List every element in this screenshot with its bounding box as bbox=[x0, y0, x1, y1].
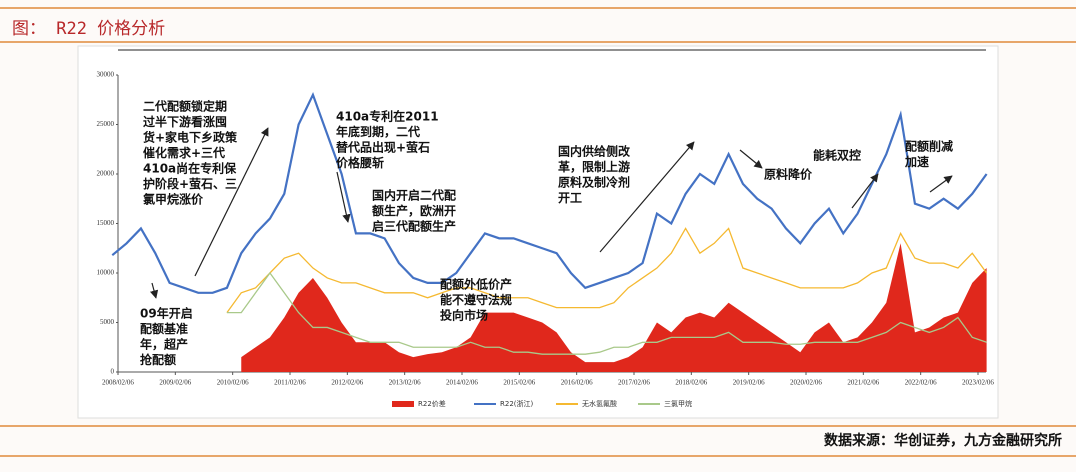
annotation: 原料及制冷剂 bbox=[558, 175, 630, 190]
y-tick-label: 25000 bbox=[97, 120, 115, 128]
x-tick-label: 2014/02/06 bbox=[446, 379, 478, 387]
x-tick-label: 2008/02/06 bbox=[102, 379, 134, 387]
x-tick-label: 2016/02/06 bbox=[561, 379, 593, 387]
annotation: 国内供给侧改 bbox=[558, 144, 631, 159]
arrow bbox=[194, 127, 269, 277]
annotation: 配额基准 bbox=[140, 321, 188, 336]
annotation: 抢配额 bbox=[140, 352, 176, 367]
y-tick-label: 15000 bbox=[97, 219, 115, 227]
y-tick-label: 0 bbox=[111, 368, 115, 376]
annotation: 410a尚在专利保 bbox=[143, 161, 237, 176]
annotation: 配额外低价产 bbox=[440, 277, 512, 292]
y-tick-label: 10000 bbox=[97, 269, 115, 277]
y-tick-label: 20000 bbox=[97, 170, 115, 178]
x-tick-label: 2017/02/06 bbox=[618, 379, 650, 387]
annotation: 护阶段+萤石、三 bbox=[143, 176, 237, 191]
annotation: 原料降价 bbox=[764, 167, 813, 182]
x-tick-label: 2013/02/06 bbox=[389, 379, 421, 387]
annotation: 替代品出现+萤石 bbox=[336, 140, 430, 155]
x-tick-label: 2019/02/06 bbox=[733, 379, 765, 387]
x-tick-label: 2023/02/06 bbox=[962, 379, 994, 387]
source-note: 数据来源：华创证券，九方金融研究所 bbox=[824, 432, 1062, 449]
y-tick-label: 5000 bbox=[100, 318, 115, 326]
annotation: 货+家电下乡政策 bbox=[143, 130, 238, 145]
x-tick-label: 2015/02/06 bbox=[503, 379, 535, 387]
annotation: 投向市场 bbox=[440, 308, 488, 323]
annotation: 开工 bbox=[558, 191, 582, 205]
area bbox=[241, 243, 987, 372]
annotation: 配额削减 bbox=[905, 139, 953, 154]
annotation: 额生产，欧洲开 bbox=[372, 203, 456, 218]
annotation: 革，限制上游 bbox=[558, 159, 630, 174]
legend-label: R22(浙江) bbox=[500, 399, 534, 408]
legend-label: R22价差 bbox=[418, 399, 446, 408]
annotation: 410a专利在2011 bbox=[336, 109, 439, 124]
y-tick-label: 30000 bbox=[97, 71, 115, 79]
arrow bbox=[929, 175, 953, 193]
legend-label: 三氯甲烷 bbox=[664, 399, 692, 408]
figure-title: 图： R22 价格分析 bbox=[12, 19, 165, 39]
annotation: 年，超产 bbox=[140, 337, 188, 352]
annotation: 国内开启二代配 bbox=[372, 188, 456, 203]
arrow bbox=[599, 141, 695, 253]
arrow bbox=[149, 282, 159, 299]
arrow bbox=[851, 173, 879, 209]
x-tick-label: 2010/02/06 bbox=[217, 379, 249, 387]
x-tick-label: 2012/02/06 bbox=[331, 379, 363, 387]
line bbox=[226, 227, 988, 313]
x-tick-label: 2018/02/06 bbox=[675, 379, 707, 387]
annotation: 催化需求+三代 bbox=[143, 145, 225, 160]
x-tick-label: 2009/02/06 bbox=[159, 379, 191, 387]
line bbox=[111, 91, 988, 294]
annotation: 能不遵守法规 bbox=[440, 292, 512, 307]
annotation: 能耗双控 bbox=[813, 148, 861, 163]
arrow bbox=[739, 149, 763, 169]
legend-swatch bbox=[392, 401, 414, 407]
x-tick-label: 2022/02/06 bbox=[905, 379, 937, 387]
plot: 0 5000 10000 15000 20000 25000 30000 2008/02/06… bbox=[97, 71, 995, 408]
annotation: 二代配额锁定期 bbox=[143, 99, 227, 114]
legend-label: 无水氢氟酸 bbox=[582, 399, 617, 408]
x-tick-label: 2020/02/06 bbox=[790, 379, 822, 387]
annotation: 09年开启 bbox=[140, 306, 193, 321]
annotation: 价格腰斩 bbox=[336, 155, 384, 170]
arrows bbox=[149, 127, 953, 299]
annotation: 加速 bbox=[904, 154, 929, 169]
annotation: 启三代配额生产 bbox=[372, 219, 456, 234]
x-tick-label: 2021/02/06 bbox=[847, 379, 879, 387]
line bbox=[226, 271, 987, 355]
annotation: 过半下游看涨囤 bbox=[143, 114, 227, 129]
annotation: 年底到期，二代 bbox=[336, 124, 420, 139]
annotation: 氯甲烷涨价 bbox=[143, 192, 204, 207]
x-tick-label: 2011/02/06 bbox=[274, 379, 306, 387]
arrow bbox=[336, 171, 351, 223]
